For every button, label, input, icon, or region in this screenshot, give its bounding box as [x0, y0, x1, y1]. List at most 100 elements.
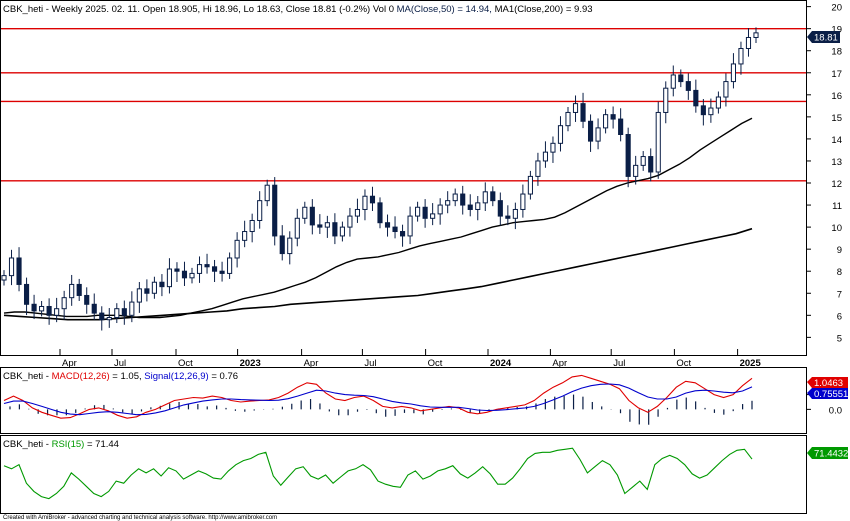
candle-body	[242, 231, 248, 241]
candle-body	[23, 283, 30, 305]
y-tick-label: 11	[832, 201, 842, 212]
rsi-panel-frame	[0, 435, 807, 514]
rsi-label: RSI(15)	[52, 439, 85, 450]
candle	[294, 208, 300, 247]
candle	[272, 177, 278, 246]
candle-body	[347, 215, 353, 228]
candle-body	[693, 89, 699, 107]
candle	[445, 191, 451, 214]
candle-body	[542, 151, 549, 162]
candle-body	[430, 213, 436, 219]
candle	[708, 98, 714, 123]
rsi-value-badge-text: 71.4432	[814, 449, 848, 460]
candle-body	[272, 184, 278, 237]
candle-body	[121, 308, 127, 316]
x-tick-label: Oct	[178, 358, 193, 369]
candle-body	[595, 127, 601, 142]
candle	[685, 73, 691, 100]
candle	[279, 225, 285, 261]
candle	[505, 205, 511, 226]
price-header-info: - Weekly 2025. 02. 11. Open 18.905, Hi 1…	[43, 4, 396, 15]
signal-value-badge: 0.75551	[807, 388, 848, 400]
candle	[723, 73, 729, 107]
candle	[339, 221, 345, 242]
candle-body	[294, 217, 300, 239]
x-tick-label: 2023	[240, 358, 261, 369]
candle	[655, 101, 661, 179]
x-tick-label: Oct	[428, 358, 443, 369]
signal-label: Signal(12,26,9)	[144, 371, 208, 382]
candle-body	[640, 156, 646, 166]
candle	[136, 282, 142, 313]
candle-body	[61, 297, 67, 310]
candle	[625, 127, 631, 188]
candle-body	[264, 184, 270, 202]
price-y-axis: 20 19 18 17 16 15 14 13 12 11 10 9 8 7 6 5	[807, 3, 842, 344]
candle-body	[159, 281, 165, 288]
candle	[151, 276, 157, 299]
candle	[242, 220, 248, 248]
candle-body	[415, 206, 421, 217]
candle	[121, 300, 127, 325]
y-tick-label: 16	[831, 91, 842, 102]
candle-body	[715, 96, 721, 109]
candle	[211, 259, 218, 283]
y-tick-label: 5	[837, 333, 842, 344]
candle-body	[685, 81, 691, 91]
candle-body	[136, 288, 142, 303]
candle	[475, 196, 481, 221]
macd-header: CBK_heti - MACD(12,26) = 1.05, Signal(12…	[3, 371, 238, 382]
rsi-line	[3, 447, 753, 500]
x-tick-label: Apr	[552, 358, 567, 369]
candle	[595, 118, 601, 150]
candle-body	[166, 268, 173, 288]
candle	[76, 278, 82, 301]
candle	[572, 95, 579, 122]
candle	[54, 297, 60, 323]
candle-body	[369, 195, 376, 204]
candle-body	[151, 281, 157, 294]
candle	[159, 274, 165, 297]
candle-body	[700, 105, 706, 116]
candle	[407, 206, 413, 245]
candle	[633, 155, 639, 185]
price-header: CBK_heti - Weekly 2025. 02. 11. Open 18.…	[3, 4, 593, 15]
candle	[8, 249, 15, 286]
candle	[415, 201, 421, 222]
price-header-symbol: CBK_heti	[3, 4, 43, 15]
x-tick-label: Jul	[364, 358, 376, 369]
candle	[399, 224, 406, 247]
x-tick-label: Apr	[62, 358, 77, 369]
candle-body	[753, 32, 759, 38]
candle	[91, 293, 97, 320]
ma50-label: MA(Close,50) = 14.94,	[397, 4, 492, 15]
candle	[618, 108, 624, 142]
candle-body	[129, 301, 135, 316]
candle-body	[91, 303, 97, 314]
candle	[535, 152, 541, 186]
candle	[565, 106, 571, 132]
candle-body	[302, 206, 308, 219]
candle-body	[490, 191, 496, 202]
candle-body	[603, 114, 609, 129]
candle	[204, 253, 210, 274]
candle	[39, 300, 45, 317]
candle-body	[257, 200, 263, 221]
candle	[189, 267, 195, 284]
candle	[347, 207, 353, 237]
candle-body	[460, 193, 466, 206]
candle-body	[467, 204, 473, 210]
candle-body	[76, 283, 82, 296]
y-tick-label: 18	[831, 47, 842, 58]
candle	[437, 198, 443, 225]
candle-body	[287, 237, 293, 255]
candle-body	[249, 219, 255, 233]
candle	[144, 279, 150, 302]
rsi-value-badge: 71.4432	[807, 447, 848, 460]
candle	[745, 28, 752, 57]
candle	[648, 148, 654, 182]
candle	[69, 274, 75, 306]
candle-body	[625, 134, 631, 177]
candle-body	[189, 272, 195, 279]
y-tick-label: 8	[837, 267, 842, 278]
